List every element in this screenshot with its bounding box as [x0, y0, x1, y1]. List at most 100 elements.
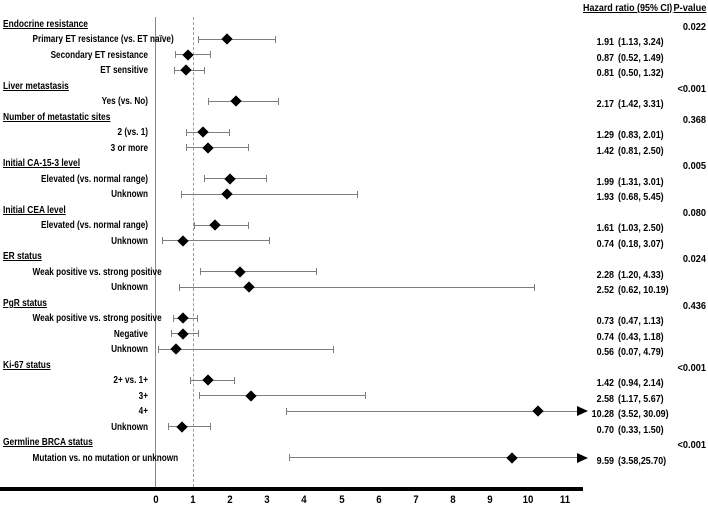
ci-cap-right: [268, 237, 270, 245]
column-header-hazard-ratio: Hazard ratio (95% CI): [583, 2, 673, 14]
hr-value: 1.42: [596, 144, 614, 157]
reference-line: [192, 17, 194, 487]
ci-value: (0.33, 1.50): [618, 423, 664, 436]
ci-value: (0.07, 4.79): [618, 346, 664, 359]
row-label: 3 or more: [110, 141, 148, 154]
x-tick-label: 1: [189, 494, 196, 506]
ci-cap-right: [209, 51, 211, 59]
ci-cap-right: [332, 345, 334, 353]
diamond-marker: [170, 343, 182, 355]
ci-cap-left: [174, 66, 176, 74]
ci-cap-left: [180, 190, 182, 198]
x-tick-label: 9: [487, 494, 493, 506]
ci-cap-left: [174, 51, 176, 59]
hr-value: 10.28: [591, 408, 614, 421]
ci-cap-left: [200, 268, 202, 276]
row-label: Unknown: [111, 234, 148, 247]
ci-cap-left: [288, 454, 290, 462]
section-label: Ki-67 status: [3, 358, 51, 371]
ci-cap-left: [186, 128, 188, 136]
ci-value: (0.18, 3.07): [618, 237, 664, 250]
row-label: Weak positive vs. strong positive: [32, 265, 162, 278]
section-label: Number of metastatic sites: [3, 110, 111, 123]
x-axis-line: [0, 487, 583, 491]
row-label: Weak positive vs. strong positive: [32, 312, 162, 325]
ci-arrow: [577, 452, 588, 463]
ci-line: [288, 457, 578, 459]
diamond-marker: [532, 405, 544, 417]
ci-cap-right: [357, 190, 359, 198]
hr-value: 0.81: [596, 67, 614, 80]
ci-cap-right: [533, 283, 535, 291]
row-label: Unknown: [111, 281, 148, 294]
ci-line: [204, 178, 268, 180]
row-label: Secondary ET resistance: [50, 48, 148, 61]
section-label: Initial CA-15-3 level: [3, 157, 81, 170]
ci-value: (0.68, 5.45): [618, 191, 664, 204]
ci-value: (0.52, 1.49): [618, 51, 664, 64]
hr-value: 0.70: [596, 423, 614, 436]
diamond-marker: [245, 390, 258, 402]
ci-cap-left: [197, 35, 199, 43]
ci-cap-left: [286, 407, 288, 415]
x-tick-label: 11: [559, 494, 570, 506]
diamond-marker: [179, 64, 192, 77]
ci-cap-left: [172, 314, 174, 322]
hr-value: 2.58: [596, 392, 614, 405]
ci-value: (1.20, 4.33): [618, 268, 664, 281]
ci-value: (0.43, 1.18): [618, 330, 664, 343]
hr-value: 0.73: [596, 315, 614, 328]
ci-cap-right: [229, 128, 231, 136]
diamond-marker: [176, 312, 189, 324]
p-value: 0.024: [682, 253, 706, 266]
ci-value: (1.17, 5.67): [618, 392, 664, 405]
hr-value: 0.56: [596, 346, 614, 359]
row-label: Elevated (vs. normal range): [41, 172, 148, 185]
x-tick-label: 8: [450, 494, 456, 506]
ci-line: [199, 395, 367, 397]
ci-cap-left: [162, 237, 164, 245]
row-label: Yes (vs. No): [101, 95, 148, 108]
ci-cap-right: [203, 66, 205, 74]
p-value: <0.001: [677, 439, 706, 452]
hr-value: 0.74: [596, 330, 614, 343]
ci-cap-left: [167, 423, 169, 431]
hr-value: 2.28: [596, 268, 614, 281]
diamond-marker: [209, 219, 222, 232]
ci-cap-right: [247, 144, 249, 152]
p-value: 0.368: [682, 113, 706, 126]
row-label: Unknown: [111, 343, 148, 356]
ci-value: (0.81, 2.50): [618, 144, 664, 157]
ci-cap-right: [365, 392, 367, 400]
ci-line: [158, 348, 334, 350]
section-label: PgR status: [3, 296, 47, 309]
ci-line: [286, 410, 578, 412]
ci-cap-left: [208, 97, 210, 105]
ci-line: [167, 426, 212, 428]
ci-cap-right: [277, 97, 279, 105]
diamond-marker: [506, 452, 518, 464]
ci-cap-right: [266, 175, 268, 183]
diamond-marker: [197, 126, 210, 139]
x-tick-label: 3: [264, 494, 270, 506]
diamond-marker: [177, 328, 189, 340]
row-label: Unknown: [111, 420, 148, 433]
ci-cap-left: [185, 144, 187, 152]
ci-line: [208, 100, 279, 102]
ci-arrow: [577, 406, 588, 417]
ci-line: [193, 224, 249, 226]
hr-value: 0.87: [596, 51, 614, 64]
ci-cap-right: [210, 423, 212, 431]
ci-line: [178, 286, 535, 288]
hr-value: 1.29: [596, 129, 614, 142]
ci-value: (1.03, 2.50): [618, 222, 664, 235]
diamond-marker: [243, 281, 255, 293]
column-header-pvalue: P-value: [673, 2, 706, 14]
hr-value: 0.74: [596, 237, 614, 250]
ci-cap-left: [199, 392, 201, 400]
ci-cap-right: [315, 268, 317, 276]
ci-value: (0.50, 1.32): [618, 67, 664, 80]
row-label: 4+: [138, 405, 148, 418]
hr-value: 2.17: [596, 98, 614, 111]
ci-line: [180, 193, 359, 195]
